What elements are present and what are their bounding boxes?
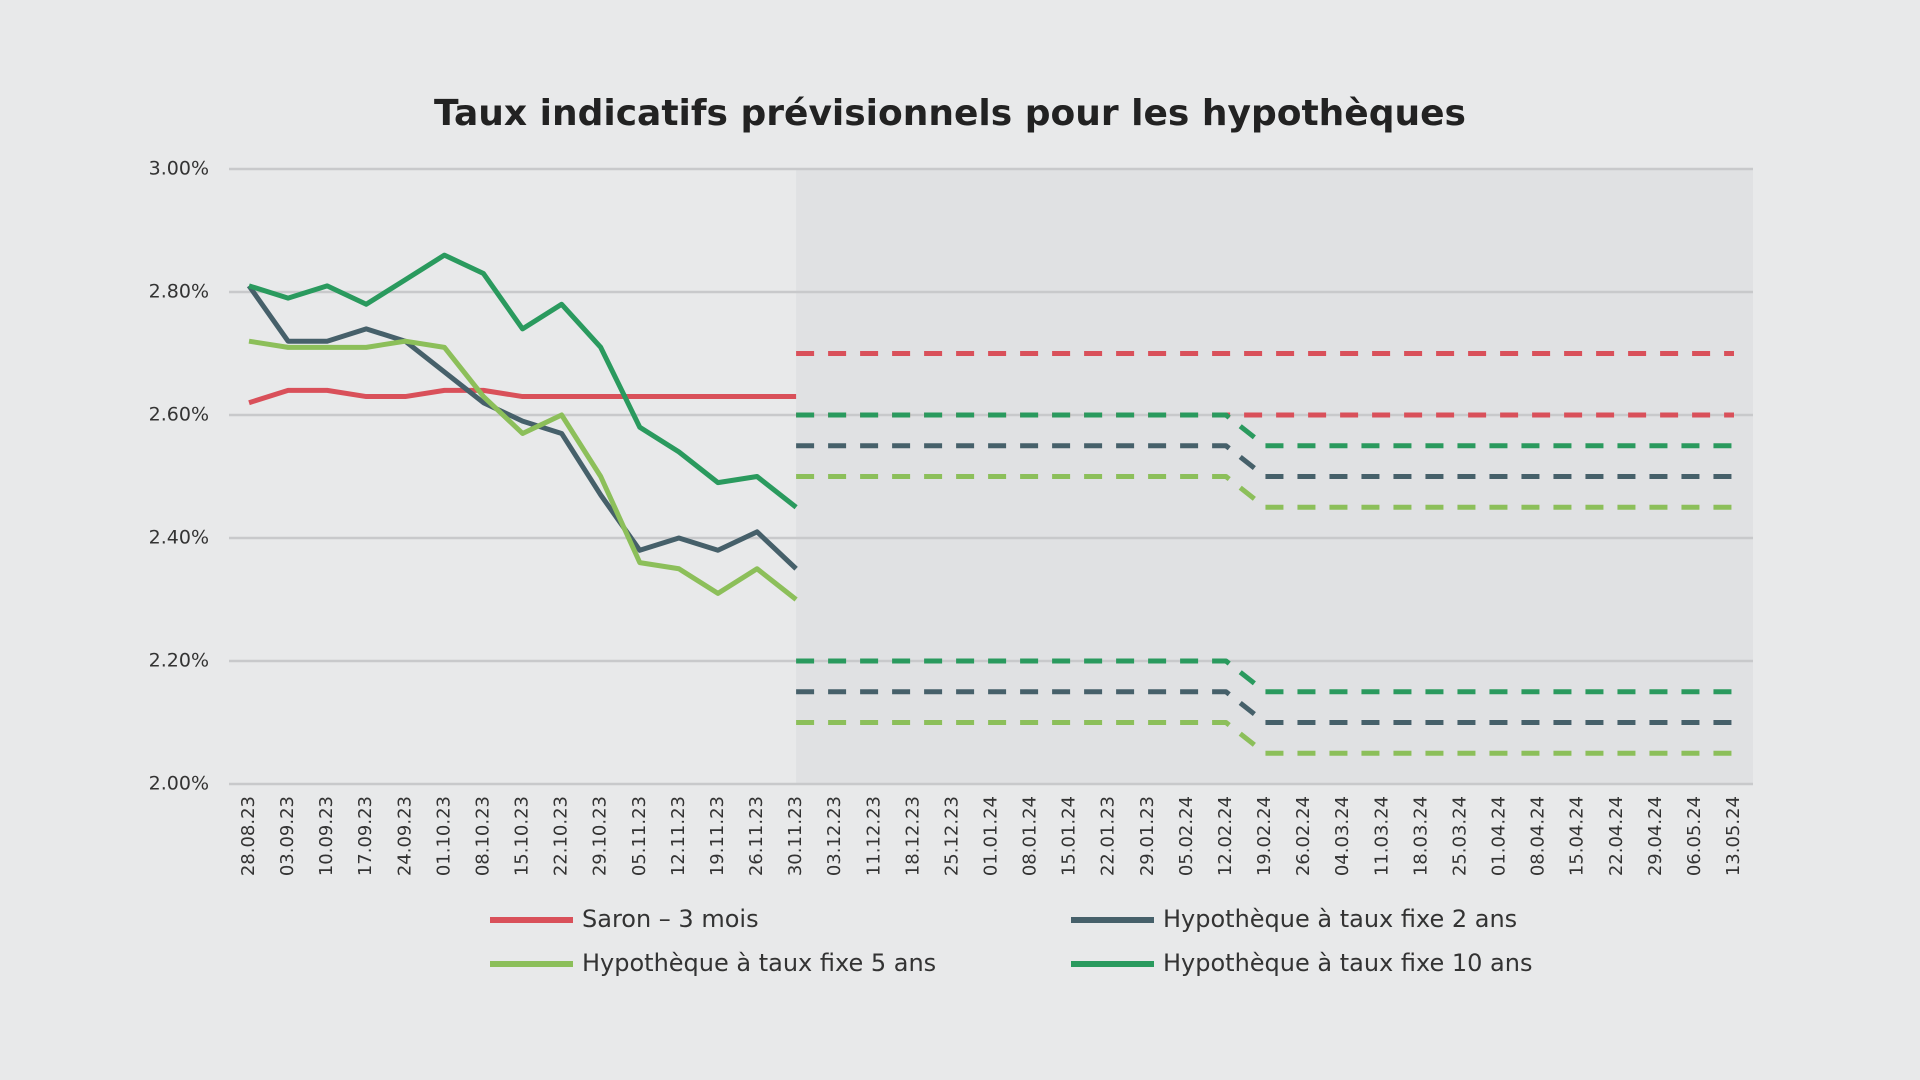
x-tick-label: 29.04.24: [1645, 796, 1666, 876]
legend-item: Hypothèque à taux fixe 5 ans: [490, 949, 936, 977]
legend-item: Saron – 3 mois: [490, 905, 759, 933]
legend-label: Hypothèque à taux fixe 10 ans: [1163, 949, 1532, 977]
x-tick-label: 01.10.23: [433, 796, 454, 876]
x-tick-label: 06.05.24: [1684, 796, 1705, 876]
legend-item: Hypothèque à taux fixe 10 ans: [1071, 949, 1532, 977]
x-tick-label: 26.11.23: [746, 796, 767, 876]
x-tick-label: 24.09.23: [394, 796, 415, 876]
series-line: [248, 387, 797, 406]
x-tick-label: 17.09.23: [355, 796, 376, 876]
x-tick-label: 11.12.23: [863, 796, 884, 876]
chart-title: Taux indicatifs prévisionnels pour les h…: [434, 93, 1466, 134]
series-line: [246, 284, 798, 571]
x-tick-label: 30.11.23: [785, 796, 806, 876]
y-tick-label: 2.80%: [149, 281, 209, 303]
x-tick-label: 19.02.24: [1254, 796, 1275, 876]
legend-item: Hypothèque à taux fixe 2 ans: [1071, 905, 1517, 933]
x-tick-label: 15.10.23: [512, 796, 533, 876]
x-tick-label: 22.10.23: [551, 796, 572, 876]
y-tick-label: 3.00%: [149, 158, 209, 180]
x-tick-label: 15.04.24: [1567, 796, 1588, 876]
x-tick-label: 08.04.24: [1528, 796, 1549, 876]
x-tick-label: 08.01.24: [1020, 796, 1041, 876]
x-tick-label: 12.11.23: [668, 796, 689, 876]
y-tick-label: 2.20%: [149, 650, 209, 672]
series-line: [248, 338, 798, 602]
x-tick-label: 22.04.24: [1606, 796, 1627, 876]
x-tick-label: 03.09.23: [277, 796, 298, 876]
x-tick-label: 29.01.23: [1137, 796, 1158, 876]
x-tick-label: 08.10.23: [472, 796, 493, 876]
x-tick-label: 01.04.24: [1489, 796, 1510, 876]
x-tick-label: 25.03.24: [1449, 796, 1470, 876]
y-tick-label: 2.00%: [149, 773, 209, 795]
x-tick-label: 15.01.24: [1059, 796, 1080, 876]
x-tick-label: 10.09.23: [316, 796, 337, 876]
x-tick-label: 19.11.23: [707, 796, 728, 876]
y-tick-label: 2.40%: [149, 527, 209, 549]
legend-label: Hypothèque à taux fixe 5 ans: [582, 949, 936, 977]
y-tick-label: 2.60%: [149, 404, 209, 426]
x-tick-label: 25.12.23: [941, 796, 962, 876]
x-tick-label: 29.10.23: [590, 796, 611, 876]
x-tick-label: 04.03.24: [1332, 796, 1353, 876]
legend-label: Hypothèque à taux fixe 2 ans: [1163, 905, 1517, 933]
x-tick-label: 12.02.24: [1215, 796, 1236, 876]
x-tick-label: 01.01.24: [981, 796, 1002, 876]
x-tick-label: 22.01.23: [1098, 796, 1119, 876]
x-tick-label: 26.02.24: [1293, 796, 1314, 876]
x-tick-label: 18.03.24: [1410, 796, 1431, 876]
x-tick-label: 18.12.23: [902, 796, 923, 876]
series-line: [248, 252, 798, 510]
legend-label: Saron – 3 mois: [582, 905, 759, 933]
x-tick-label: 11.03.24: [1371, 796, 1392, 876]
x-tick-label: 05.02.24: [1176, 796, 1197, 876]
x-tick-label: 28.08.23: [238, 796, 259, 876]
x-tick-label: 13.05.24: [1723, 796, 1744, 876]
x-tick-label: 03.12.23: [824, 796, 845, 876]
x-tick-label: 05.11.23: [629, 796, 650, 876]
